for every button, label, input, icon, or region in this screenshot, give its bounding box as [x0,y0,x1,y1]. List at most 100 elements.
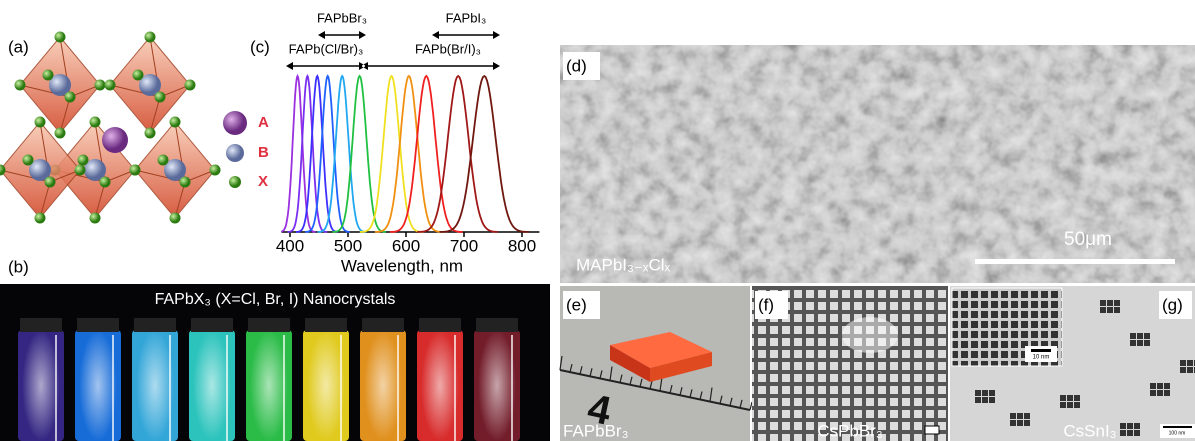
image-caption: MAPbI₃₋ₓClₓ [576,255,671,274]
x-site [35,213,46,224]
nanocrystal [1067,395,1073,401]
nanocrystal [1017,413,1023,419]
nanocrystal [1017,420,1023,426]
vial-cap [191,318,233,332]
x-site [170,213,181,224]
vial-glow [421,330,459,441]
vial-cap [134,318,176,332]
x-site [43,70,54,81]
nanocrystal [1187,360,1193,366]
nanocrystal [1137,333,1143,339]
x-site [95,80,106,91]
x-site [45,177,56,188]
nanocrystal [1150,390,1156,396]
nanocrystal [1157,383,1163,389]
x-site [78,155,89,166]
vial-glow [22,330,60,441]
nanocrystal [1067,402,1073,408]
nanocrystal [1180,367,1186,373]
nanocrystal [1107,300,1113,306]
nanocrystal [1157,390,1163,396]
legend-label: A [258,114,269,131]
scale-bar [975,259,1175,264]
inset-scale-bar [1031,349,1051,352]
panel-label: (f) [758,295,774,314]
x-site [15,80,26,91]
nanocrystal [1100,300,1106,306]
emission-peak [417,76,498,232]
x-site [158,155,169,166]
nanocrystal [989,390,995,396]
nanocrystal [1107,307,1113,313]
panel-label: (e) [566,295,587,314]
nanocrystal [1134,423,1140,429]
nanocrystal [982,397,988,403]
vial-cap [20,318,62,332]
x-site [180,177,191,188]
annotation: FAPb(Cl/Br)₃ [289,41,364,56]
nanocrystal [1024,420,1030,426]
vial-glow [136,330,174,441]
page: (a) A B X 400500600700800 (c) FAPbBr₃ FA… [0,0,1195,441]
vial-cap [77,318,119,332]
legend-label: X [258,173,268,190]
nanocrystal [1060,395,1066,401]
vial-glow [250,330,288,441]
figure: (a) A B X 400500600700800 (c) FAPbBr₃ FA… [0,0,1195,441]
x-site [145,32,156,43]
panel-label: (d) [566,56,587,75]
nanocrystal [1074,402,1080,408]
nanocrystal [1134,430,1140,436]
nanocrystal [1074,395,1080,401]
x-site [130,165,141,176]
x-site [55,32,66,43]
x-site [90,213,101,224]
scale-label: 100 nm [1169,430,1186,436]
annotation: FAPbBr₃ [317,10,367,25]
x-site [145,128,156,139]
nanocrystal [1164,383,1170,389]
nanocrystal [1024,413,1030,419]
image-caption: FAPbBr₃ [563,421,629,440]
nanocrystal [989,397,995,403]
nanocrystal [1010,420,1016,426]
a-site [102,127,128,153]
nanocrystal [1100,307,1106,313]
x-axis-label: Wavelength, nm [341,256,463,275]
nanocrystal [1164,390,1170,396]
nanocrystal [1144,340,1150,346]
scale-label: 50μm [1064,229,1112,250]
x-site [35,117,46,128]
spectra-chart: 400500600700800 [276,76,540,255]
x-site [170,117,181,128]
tem-bright-spot [842,317,898,353]
panel-label: (g) [1162,295,1183,314]
x-site [155,92,166,103]
nanocrystal [1127,430,1133,436]
vial-glow [478,330,516,441]
scale-bar [925,426,939,434]
nanocrystal [1120,423,1126,429]
x-site [105,80,116,91]
nanocrystal [1150,383,1156,389]
nanocrystal [1130,340,1136,346]
x-site [55,128,66,139]
vial-cap [476,318,518,332]
x-site [23,155,34,166]
scale-bar [1163,426,1192,428]
vial-cap [305,318,347,332]
nanocrystal [1187,367,1193,373]
vial-cap [362,318,404,332]
x-tick-label: 800 [508,236,536,255]
nanocrystal [1127,423,1133,429]
x-site [100,177,111,188]
crystal-structure [0,32,221,224]
nanocrystal [975,390,981,396]
x-site [90,117,101,128]
nanocrystal [975,397,981,403]
vial-glow [79,330,117,441]
photo-caption: FAPbX₃ (X=Cl, Br, I) Nanocrystals [155,291,396,308]
vial-cap [419,318,461,332]
nanocrystal [1114,300,1120,306]
image-caption: CsPbBr₃ [817,421,883,440]
